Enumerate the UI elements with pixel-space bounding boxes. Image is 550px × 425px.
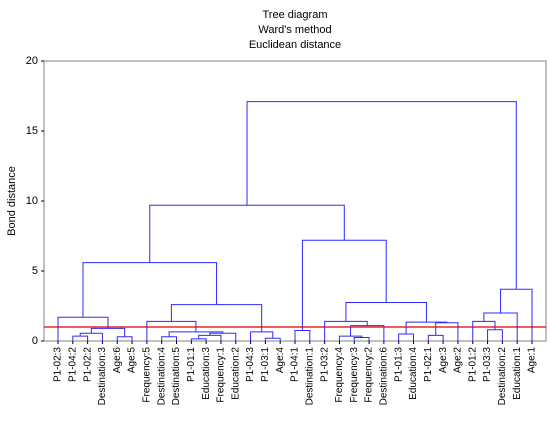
leaf-label: P1-03:1 <box>260 347 271 382</box>
leaf-label: P1-04:2 <box>67 347 78 382</box>
leaf-label: P1-01:2 <box>467 347 478 382</box>
leaf-label: P1-03:2 <box>319 347 330 382</box>
leaf-label: P1-03:3 <box>482 347 493 382</box>
chart-subtitle: Ward's method <box>258 24 331 36</box>
leaf-label: P1-02:3 <box>53 347 64 382</box>
leaf-label: P1-01:3 <box>393 347 404 382</box>
leaf-label: Frequency:4 <box>334 347 345 403</box>
leaf-label: Education:4 <box>408 347 419 400</box>
leaf-label: Education:3 <box>201 347 212 400</box>
leaf-label: Frequency:1 <box>216 347 227 403</box>
leaf-label: Education:1 <box>512 347 523 400</box>
leaf-label: Frequency:3 <box>349 347 360 403</box>
dendrogram-link <box>246 101 517 290</box>
leaf-label: Destination:2 <box>497 347 508 406</box>
leaf-label: P1-04:3 <box>245 347 256 382</box>
y-tick-label: 0 <box>32 335 38 347</box>
leaf-label: Age:6 <box>112 347 123 374</box>
y-tick-label: 10 <box>26 195 38 207</box>
leaf-label: Age:1 <box>527 347 538 374</box>
leaf-label: P1-02:2 <box>82 347 93 382</box>
y-axis-label: Bond distance <box>6 166 18 236</box>
leaf-label: Frequency:5 <box>142 347 153 403</box>
chart-title: Tree diagram <box>262 9 327 21</box>
leaf-label: Age:5 <box>127 347 138 374</box>
leaf-label: Age:4 <box>275 347 286 374</box>
leaf-label: P1-02:1 <box>423 347 434 382</box>
leaf-label: P1-01:1 <box>186 347 197 382</box>
y-tick-label: 5 <box>32 265 38 277</box>
leaf-label: Education:2 <box>230 347 241 400</box>
plot-frame <box>43 60 547 342</box>
y-tick-label: 20 <box>26 55 38 67</box>
leaf-label: Destination:4 <box>156 347 167 406</box>
chart-subtitle: Euclidean distance <box>249 39 341 51</box>
leaf-label: Destination:6 <box>379 347 390 406</box>
leaf-label: Age:2 <box>453 347 464 374</box>
leaf-label: Destination:3 <box>97 347 108 406</box>
y-tick-label: 15 <box>26 125 38 137</box>
leaf-label: Age:3 <box>438 347 449 374</box>
leaf-label: Destination:1 <box>304 347 315 406</box>
leaf-label: Destination:5 <box>171 347 182 406</box>
leaf-label: Frequency:2 <box>364 347 375 403</box>
leaf-label: P1-04:1 <box>290 347 301 382</box>
